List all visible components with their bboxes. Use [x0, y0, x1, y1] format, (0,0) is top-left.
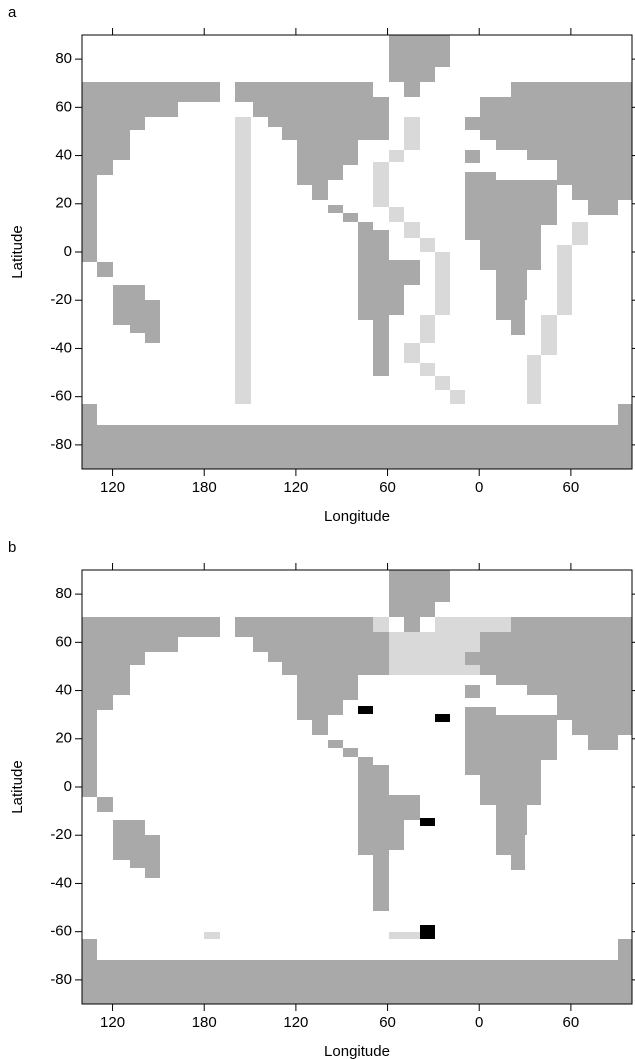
x-axis-label: Longitude [324, 508, 390, 525]
y-tick-label: 60 [55, 98, 72, 115]
y-tick-label: 40 [55, 682, 72, 699]
y-axis-label: Latitude [9, 225, 26, 278]
y-tick-label: -80 [50, 436, 72, 453]
x-tick-label: 180 [192, 479, 217, 496]
x-tick-label: 120 [100, 479, 125, 496]
y-tick-label: 0 [64, 243, 72, 260]
land [82, 35, 632, 469]
y-axis-label: Latitude [9, 760, 26, 813]
y-tick-label: 20 [55, 195, 72, 212]
y-tick-label: 40 [55, 147, 72, 164]
x-tick-label: 180 [192, 1014, 217, 1031]
y-tick-label: 80 [55, 585, 72, 602]
y-tick-label: 60 [55, 633, 72, 650]
y-tick-label: 80 [55, 50, 72, 67]
y-tick-label: -40 [50, 874, 72, 891]
y-tick-label: -80 [50, 971, 72, 988]
x-tick-label: 0 [475, 1014, 483, 1031]
x-axis-label: Longitude [324, 1043, 390, 1059]
panel-a-overlay [82, 35, 632, 469]
x-tick-label: 120 [283, 1014, 308, 1031]
atlantic-strip [373, 117, 465, 404]
north-atlantic-cells [204, 617, 511, 939]
x-tick-label: 120 [100, 1014, 125, 1031]
x-tick-label: 60 [379, 479, 396, 496]
y-tick-label: -60 [50, 388, 72, 405]
y-tick-label: 0 [64, 778, 72, 795]
x-tick-label: 60 [563, 479, 580, 496]
panel-b-overlay [82, 570, 632, 1004]
panel-label: b [8, 539, 16, 556]
y-tick-label: -60 [50, 923, 72, 940]
x-tick-label: 120 [283, 479, 308, 496]
marked-cells [358, 706, 450, 939]
y-tick-label: 20 [55, 730, 72, 747]
panel-label: a [8, 4, 17, 21]
land [82, 570, 632, 1004]
x-tick-label: 60 [379, 1014, 396, 1031]
y-tick-label: -40 [50, 339, 72, 356]
y-tick-label: -20 [50, 826, 72, 843]
indian-strip [527, 222, 588, 404]
x-tick-label: 60 [563, 1014, 580, 1031]
x-tick-label: 0 [475, 479, 483, 496]
strip [235, 117, 251, 404]
y-tick-label: -20 [50, 291, 72, 308]
